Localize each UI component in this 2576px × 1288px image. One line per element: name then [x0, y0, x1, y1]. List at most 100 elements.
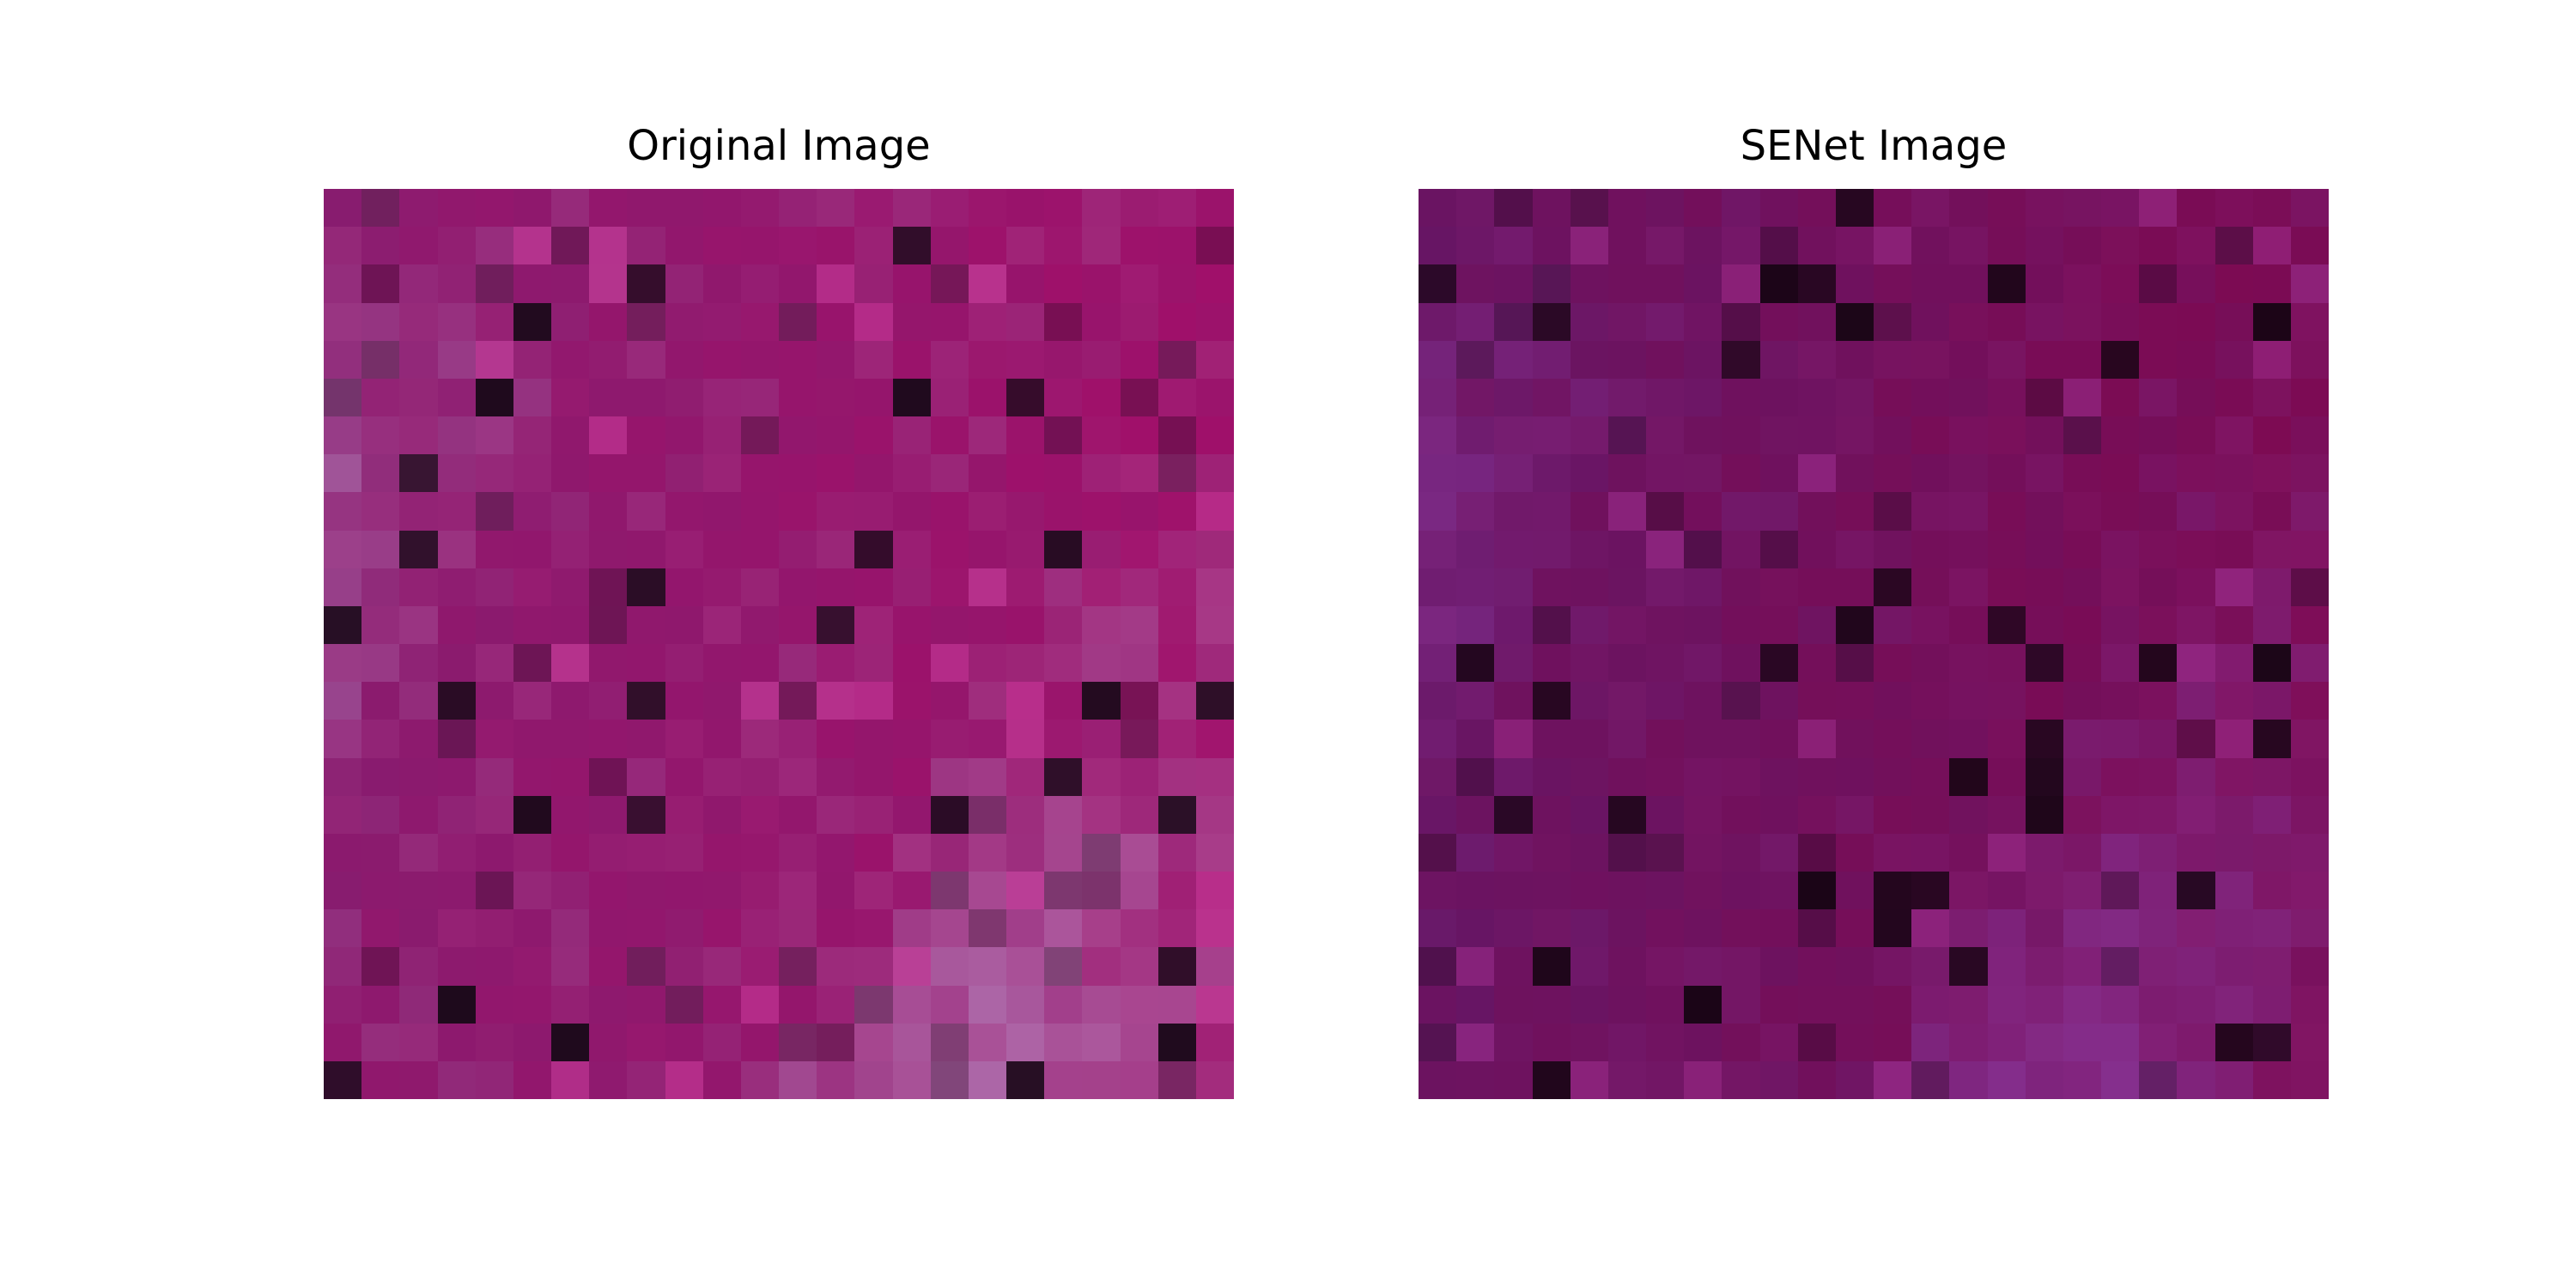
original-image-pixel [627, 605, 665, 644]
senet-image-pixel [1835, 644, 1874, 683]
senet-image-pixel [2177, 1060, 2215, 1099]
senet-image-pixel [1874, 947, 1912, 986]
senet-image-pixel [1494, 530, 1533, 568]
senet-image-pixel [1456, 302, 1495, 341]
senet-image-pixel [1722, 189, 1760, 228]
senet-image-pixel [1532, 264, 1571, 303]
senet-image-pixel [2215, 416, 2253, 455]
senet-image-pixel [1874, 227, 1912, 265]
senet-image-pixel [2177, 909, 2215, 948]
senet-image-pixel [2252, 909, 2291, 948]
original-image-pixel [437, 568, 476, 606]
senet-image-pixel [1949, 720, 1988, 758]
original-image-pixel [627, 189, 665, 228]
original-image-pixel [551, 264, 590, 303]
original-image-pixel [475, 947, 513, 986]
original-image-pixel [779, 189, 817, 228]
senet-image-pixel [2290, 795, 2329, 834]
senet-image-pixel [1949, 909, 1988, 948]
original-image-pixel [930, 378, 969, 416]
original-image-pixel [1044, 682, 1083, 720]
senet-image-pixel [1570, 264, 1608, 303]
senet-image-pixel [1570, 909, 1608, 948]
senet-image-pixel [1722, 492, 1760, 531]
senet-image-pixel [2025, 605, 2063, 644]
senet-image-pixel [1494, 568, 1533, 606]
original-image-pixel [627, 302, 665, 341]
senet-image-pixel [2252, 795, 2291, 834]
original-image-pixel [1120, 340, 1158, 379]
senet-image-pixel [2025, 833, 2063, 872]
original-image-pixel [1157, 682, 1196, 720]
senet-image-pixel [1570, 757, 1608, 796]
senet-image-pixel [1722, 416, 1760, 455]
original-image-pixel [665, 189, 703, 228]
senet-image-pixel [1570, 227, 1608, 265]
original-image-pixel [551, 909, 590, 948]
senet-image-pixel [1759, 795, 1798, 834]
senet-image-pixel [2215, 568, 2253, 606]
original-image-pixel [665, 757, 703, 796]
senet-image-pixel [1987, 795, 2026, 834]
original-image-pixel [854, 227, 893, 265]
original-image-pixel [399, 189, 438, 228]
senet-image-pixel [2290, 340, 2329, 379]
senet-image-pixel [1759, 264, 1798, 303]
senet-image-pixel [2252, 302, 2291, 341]
senet-image-pixel [1835, 985, 1874, 1024]
original-image-pixel [513, 833, 551, 872]
senet-image-pixel [2101, 795, 2140, 834]
senet-image-pixel [1456, 682, 1495, 720]
original-image-pixel [361, 1023, 400, 1061]
senet-image-pixel [2252, 416, 2291, 455]
senet-image-pixel [1456, 1023, 1495, 1061]
senet-image-pixel [1494, 833, 1533, 872]
original-image-pixel [779, 720, 817, 758]
original-image-pixel [892, 227, 931, 265]
senet-image-pixel [1419, 1023, 1457, 1061]
original-image-pixel [1195, 872, 1234, 910]
senet-image-pixel [1987, 605, 2026, 644]
original-image-pixel [399, 985, 438, 1024]
senet-image-pixel [1607, 605, 1646, 644]
senet-image-pixel [1722, 1060, 1760, 1099]
senet-image-pixel [1532, 833, 1571, 872]
senet-image-pixel [1570, 795, 1608, 834]
original-image-pixel [361, 947, 400, 986]
original-image-pixel [1082, 227, 1121, 265]
original-image-pixel [627, 947, 665, 986]
original-image-pixel [740, 682, 779, 720]
original-image-pixel [361, 264, 400, 303]
original-image-pixel [1082, 416, 1121, 455]
original-image-pixel [324, 682, 362, 720]
original-image-pixel [1120, 644, 1158, 683]
original-image-pixel [1044, 757, 1083, 796]
senet-image-pixel [1646, 605, 1685, 644]
senet-image-pixel [2215, 189, 2253, 228]
senet-image-pixel [1722, 833, 1760, 872]
senet-image-pixel [1456, 720, 1495, 758]
original-image-pixel [1195, 985, 1234, 1024]
senet-image-pixel [1532, 189, 1571, 228]
original-image-pixel [361, 416, 400, 455]
senet-image-pixel [1419, 227, 1457, 265]
original-image-pixel [627, 492, 665, 531]
senet-image-pixel [1646, 189, 1685, 228]
original-image-pixel [968, 264, 1006, 303]
original-image-pixel [702, 530, 741, 568]
original-image-pixel [475, 340, 513, 379]
original-image-pixel [589, 833, 628, 872]
senet-image-pixel [1759, 416, 1798, 455]
senet-image-pixel [1646, 568, 1685, 606]
original-image-pixel [1120, 720, 1158, 758]
senet-image-pixel [1759, 340, 1798, 379]
original-image-pixel [892, 302, 931, 341]
original-image-pixel [1006, 227, 1045, 265]
original-image-pixel [930, 227, 969, 265]
senet-image-pixel [2215, 340, 2253, 379]
senet-image-pixel [1722, 1023, 1760, 1061]
original-image-pixel [1006, 985, 1045, 1024]
senet-image-pixel [1722, 264, 1760, 303]
senet-image-pixel [1607, 530, 1646, 568]
original-image-title: Original Image [627, 122, 931, 170]
